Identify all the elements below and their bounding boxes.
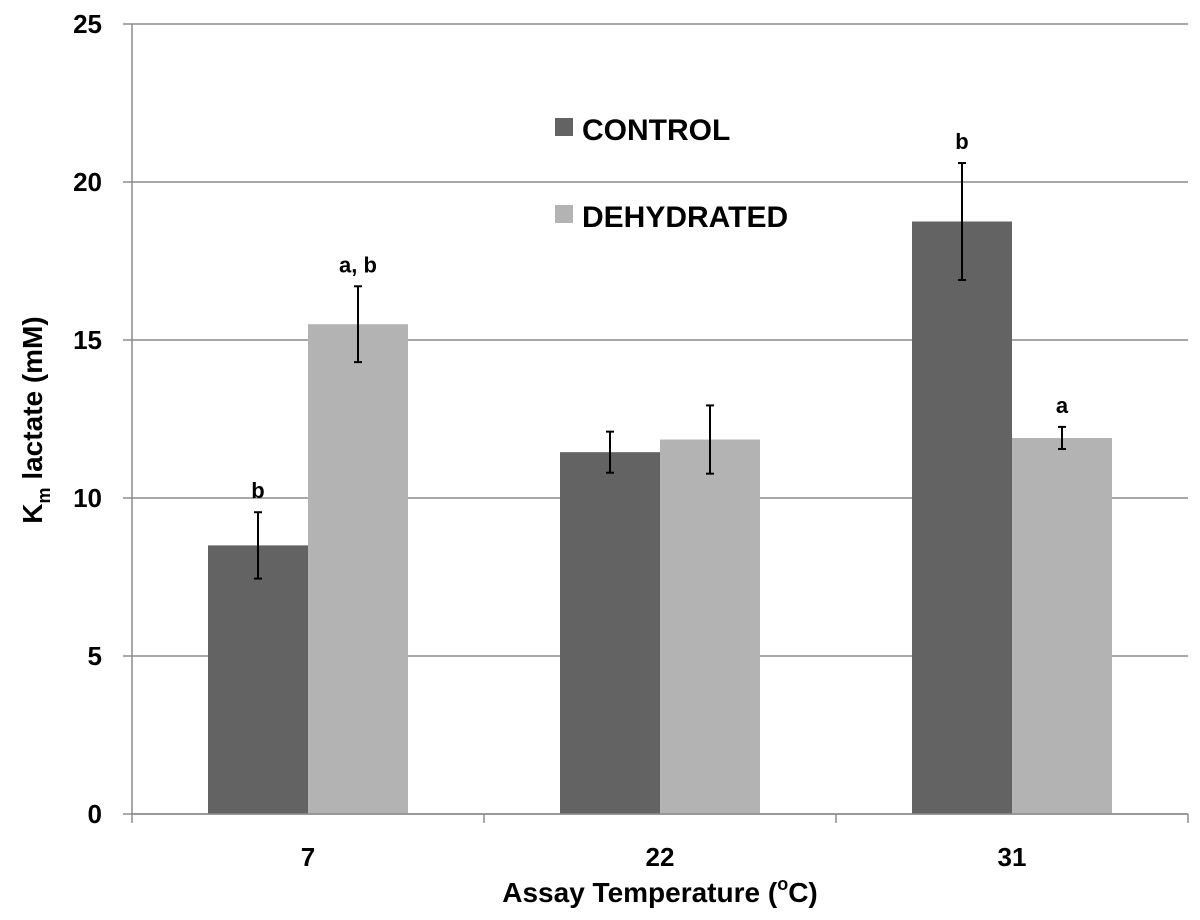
error-bar-dehydrated-31 [1058, 425, 1066, 451]
annotation-dehydrated-7: a, b [339, 252, 377, 277]
error-bar-dehydrated-22 [706, 404, 714, 475]
annotation-dehydrated-31: a [1056, 393, 1069, 418]
bars [208, 221, 1112, 814]
x-tick-label-22: 22 [646, 842, 675, 872]
bar-control-31 [912, 221, 1012, 814]
x-tick-label-7: 7 [301, 842, 315, 872]
error-bar-control-7 [254, 511, 262, 580]
bar-dehydrated-22 [660, 439, 760, 814]
error-bar-dehydrated-7 [354, 285, 362, 364]
y-axis-title: Km lactate (mM) [17, 316, 54, 523]
y-tick-label-2: 10 [73, 483, 102, 513]
y-tick-label-1: 5 [88, 641, 102, 671]
significance-annotations: b b a, b a [251, 129, 1069, 503]
error-bars [254, 162, 1066, 580]
legend-swatch-dehydrated [555, 205, 573, 223]
legend: CONTROL DEHYDRATED [555, 114, 788, 234]
y-tick-label-5: 25 [73, 9, 102, 39]
bar-control-7 [208, 545, 308, 814]
bar-dehydrated-7 [308, 324, 408, 814]
legend-swatch-control [555, 118, 573, 136]
x-tick-labels: 7 22 31 [301, 842, 1027, 872]
error-bar-control-22 [606, 430, 614, 474]
y-tick-label-3: 15 [73, 325, 102, 355]
error-bar-control-31 [958, 162, 966, 281]
y-tick-label-4: 20 [73, 167, 102, 197]
legend-label-control: CONTROL [582, 114, 730, 147]
axes [131, 24, 1189, 823]
bar-dehydrated-31 [1012, 437, 1112, 814]
bar-control-22 [560, 452, 660, 814]
x-tick-label-31: 31 [998, 842, 1027, 872]
x-axis-title: Assay Temperature (oC) [502, 874, 817, 908]
y-tick-label-0: 0 [88, 799, 102, 829]
y-tick-labels: 0 5 10 15 20 25 [73, 9, 102, 829]
annotation-control-7: b [251, 478, 264, 503]
legend-label-dehydrated: DEHYDRATED [582, 201, 788, 234]
annotation-control-31: b [955, 129, 968, 154]
